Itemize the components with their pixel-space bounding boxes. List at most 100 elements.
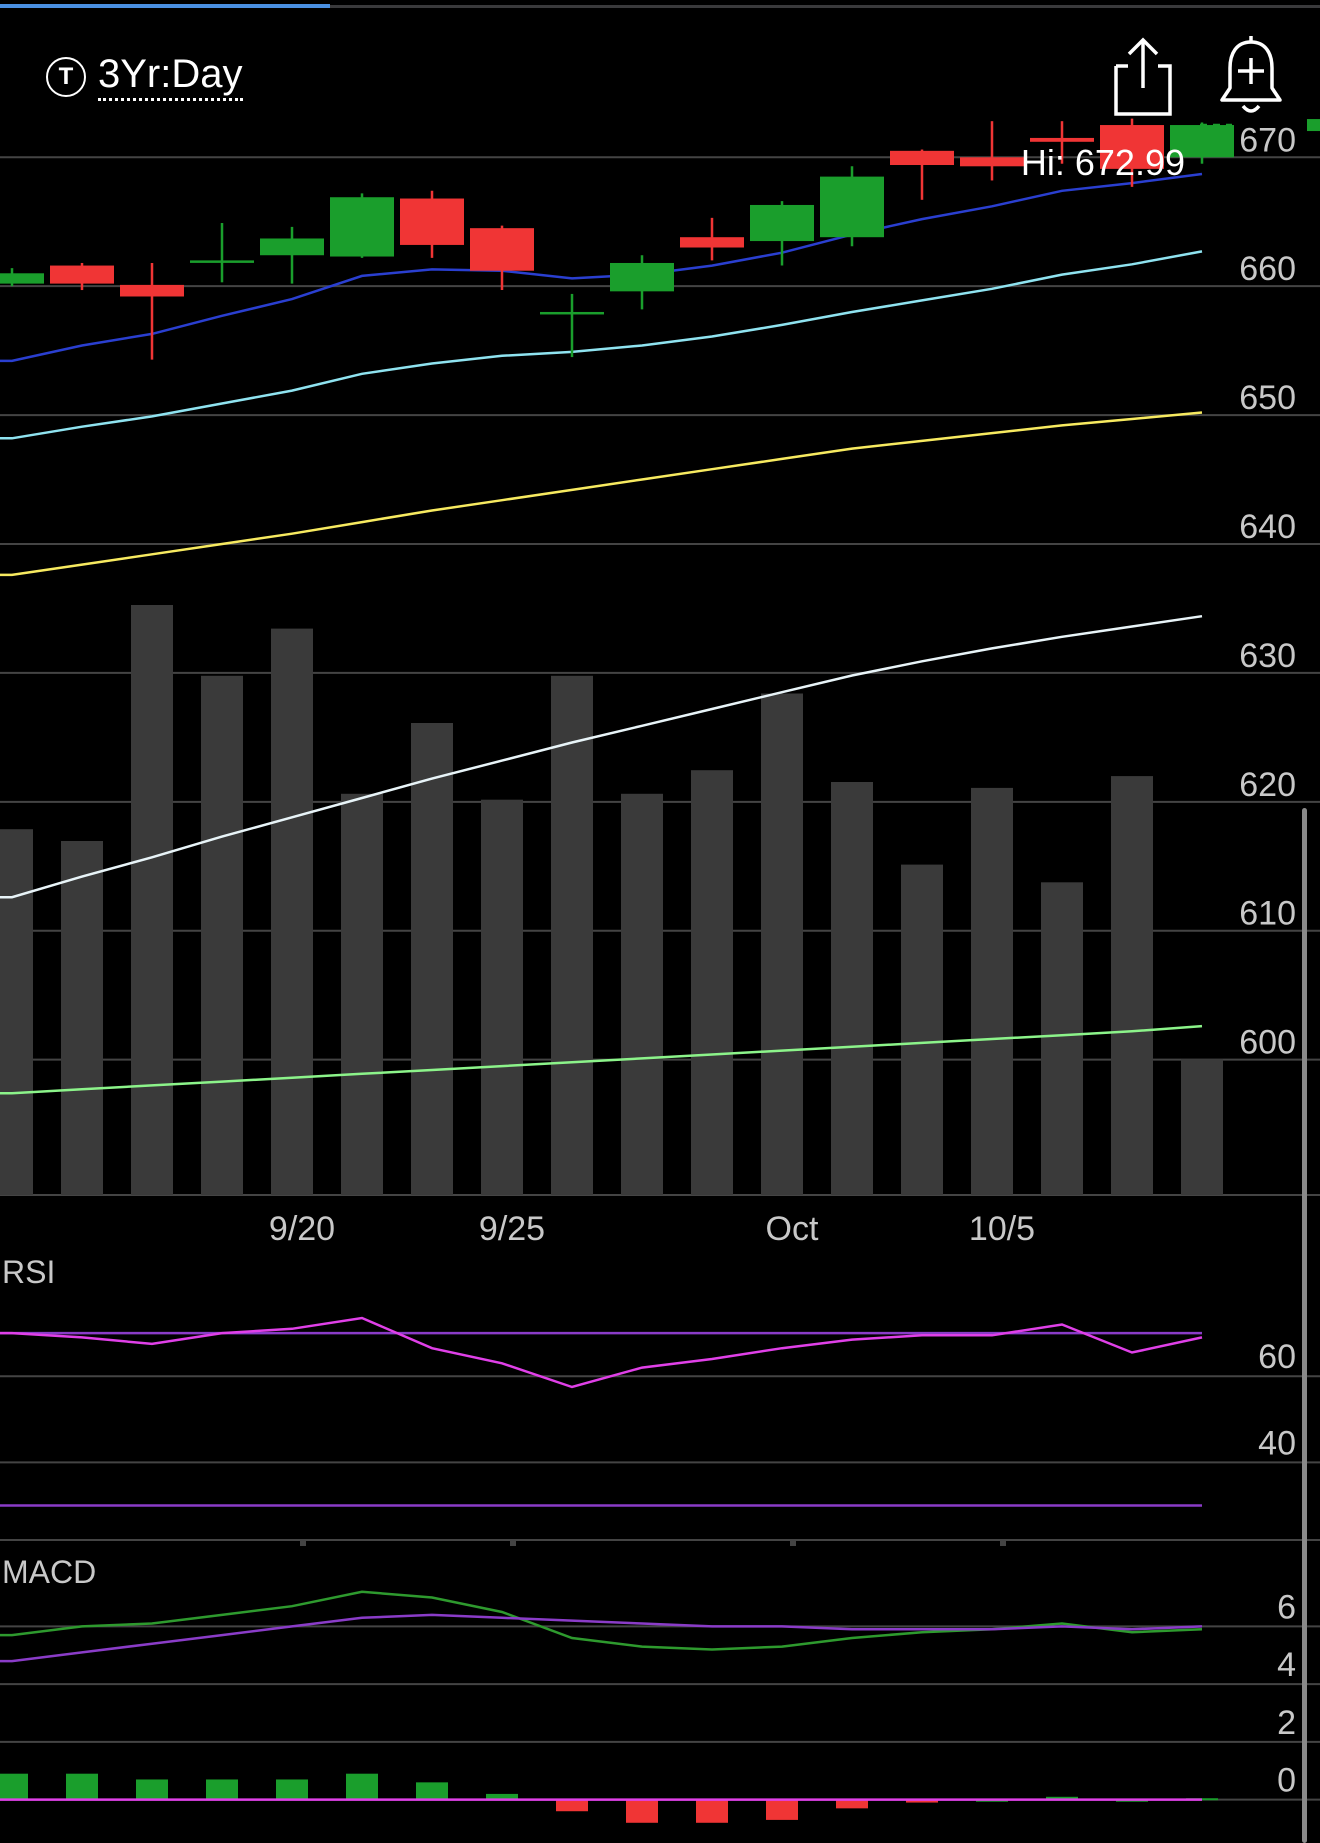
volume-bar bbox=[271, 628, 313, 1195]
macd-title: MACD bbox=[2, 1554, 96, 1590]
candle-body bbox=[610, 262, 674, 292]
candle bbox=[890, 149, 954, 200]
rsi-tick-mark bbox=[300, 1540, 306, 1546]
volume-bar bbox=[971, 787, 1013, 1195]
candle-body bbox=[50, 265, 114, 284]
price-axis-label: 630 bbox=[1239, 637, 1296, 675]
candle bbox=[0, 268, 44, 287]
candle-body bbox=[750, 204, 814, 242]
hi-price-label: Hi: 672.99 bbox=[1021, 142, 1185, 183]
macd-histogram-bar bbox=[416, 1782, 448, 1800]
current-price-marker bbox=[1307, 119, 1320, 132]
candle bbox=[50, 262, 114, 291]
candle-body bbox=[1100, 125, 1164, 169]
candle bbox=[190, 223, 254, 283]
candle bbox=[610, 255, 674, 310]
price-axis-label: 640 bbox=[1239, 508, 1296, 546]
macd-histogram-bar bbox=[766, 1799, 798, 1820]
macd-axis-label: 2 bbox=[1277, 1704, 1296, 1742]
price-axis-label: 650 bbox=[1239, 379, 1296, 417]
volume-bar bbox=[131, 605, 173, 1195]
rsi-line bbox=[0, 1316, 1203, 1389]
volume-bar bbox=[691, 770, 733, 1195]
macd-histogram-bar bbox=[696, 1799, 728, 1823]
macd-histogram-bar bbox=[136, 1779, 168, 1800]
candle-body bbox=[1030, 137, 1094, 142]
volume-bar bbox=[1041, 882, 1083, 1195]
rsi-tick-mark bbox=[510, 1540, 516, 1546]
volume-bar bbox=[901, 864, 943, 1195]
macd-histogram-bar bbox=[0, 1773, 28, 1800]
macd-histogram-bar bbox=[276, 1779, 308, 1800]
macd-histogram-bar bbox=[1046, 1796, 1078, 1800]
macd-histogram-bar bbox=[836, 1799, 868, 1809]
rsi-tick-mark bbox=[1000, 1540, 1006, 1546]
moving-average-line-4 bbox=[0, 614, 1203, 899]
macd-histogram-bar bbox=[556, 1799, 588, 1812]
volume-bar bbox=[551, 675, 593, 1195]
macd-axis-label: 0 bbox=[1277, 1762, 1296, 1800]
progress-fill bbox=[0, 4, 330, 8]
volume-bar bbox=[1181, 1059, 1223, 1195]
price-axis-label: 620 bbox=[1239, 766, 1296, 804]
moving-average-line-2 bbox=[0, 250, 1203, 440]
price-axis-label: 610 bbox=[1239, 895, 1296, 933]
timeframe-selector[interactable]: T 3Yr:Day bbox=[46, 52, 243, 101]
candle bbox=[1030, 121, 1094, 164]
x-axis-label: 10/5 bbox=[969, 1210, 1035, 1248]
volume-bar bbox=[621, 793, 663, 1195]
candle bbox=[120, 262, 184, 360]
price-axis-label: 670 bbox=[1239, 121, 1296, 159]
x-axis-label: Oct bbox=[766, 1210, 819, 1248]
candle bbox=[400, 190, 464, 258]
candle bbox=[260, 226, 324, 284]
candle-body bbox=[260, 238, 324, 256]
macd-axis-label: 6 bbox=[1277, 1588, 1296, 1626]
volume-bar bbox=[61, 841, 103, 1195]
rsi-tick-mark bbox=[790, 1540, 796, 1546]
candle-body bbox=[890, 150, 954, 166]
volume-bar bbox=[0, 829, 33, 1195]
candle bbox=[820, 166, 884, 247]
share-icon[interactable] bbox=[1112, 36, 1174, 118]
volume-bar bbox=[411, 723, 453, 1195]
volume-bar bbox=[481, 799, 523, 1195]
scrollbar-thumb[interactable] bbox=[1302, 808, 1307, 1843]
x-axis-label: 9/20 bbox=[269, 1210, 335, 1248]
price-axis-label: 600 bbox=[1239, 1024, 1296, 1062]
candle bbox=[1100, 118, 1164, 187]
volume-bar bbox=[761, 693, 803, 1195]
candle-body bbox=[190, 260, 254, 263]
macd-histogram-bar bbox=[346, 1773, 378, 1800]
candle bbox=[680, 217, 744, 261]
timeframe-label[interactable]: 3Yr:Day bbox=[98, 52, 243, 101]
candle-body bbox=[540, 311, 604, 315]
rsi-axis-label: 60 bbox=[1258, 1338, 1296, 1376]
progress-track bbox=[0, 5, 1320, 8]
macd-histogram-bar bbox=[66, 1773, 98, 1800]
candle-body bbox=[820, 176, 884, 238]
macd-signal-line bbox=[0, 1613, 1203, 1663]
moving-average-line-1 bbox=[0, 172, 1203, 363]
candle-body bbox=[470, 228, 534, 271]
candle-body bbox=[0, 273, 44, 284]
volume-bar bbox=[831, 782, 873, 1195]
macd-histogram-bar bbox=[486, 1793, 518, 1800]
candle bbox=[470, 225, 534, 291]
candle-body bbox=[400, 198, 464, 245]
candle bbox=[750, 201, 814, 266]
rsi-title: RSI bbox=[2, 1254, 55, 1290]
alert-bell-plus-icon[interactable] bbox=[1216, 34, 1286, 120]
candle bbox=[540, 293, 604, 358]
candle-body bbox=[120, 284, 184, 297]
moving-average-line-3 bbox=[0, 411, 1203, 577]
loading-progress-bar bbox=[0, 0, 1320, 10]
x-axis-label: 9/25 bbox=[479, 1210, 545, 1248]
price-axis-label: 660 bbox=[1239, 250, 1296, 288]
macd-histogram-bar bbox=[626, 1799, 658, 1823]
volume-bar bbox=[201, 675, 243, 1195]
candle bbox=[330, 193, 394, 258]
macd-axis-label: 4 bbox=[1277, 1646, 1296, 1684]
macd-histogram-bar bbox=[206, 1779, 238, 1800]
